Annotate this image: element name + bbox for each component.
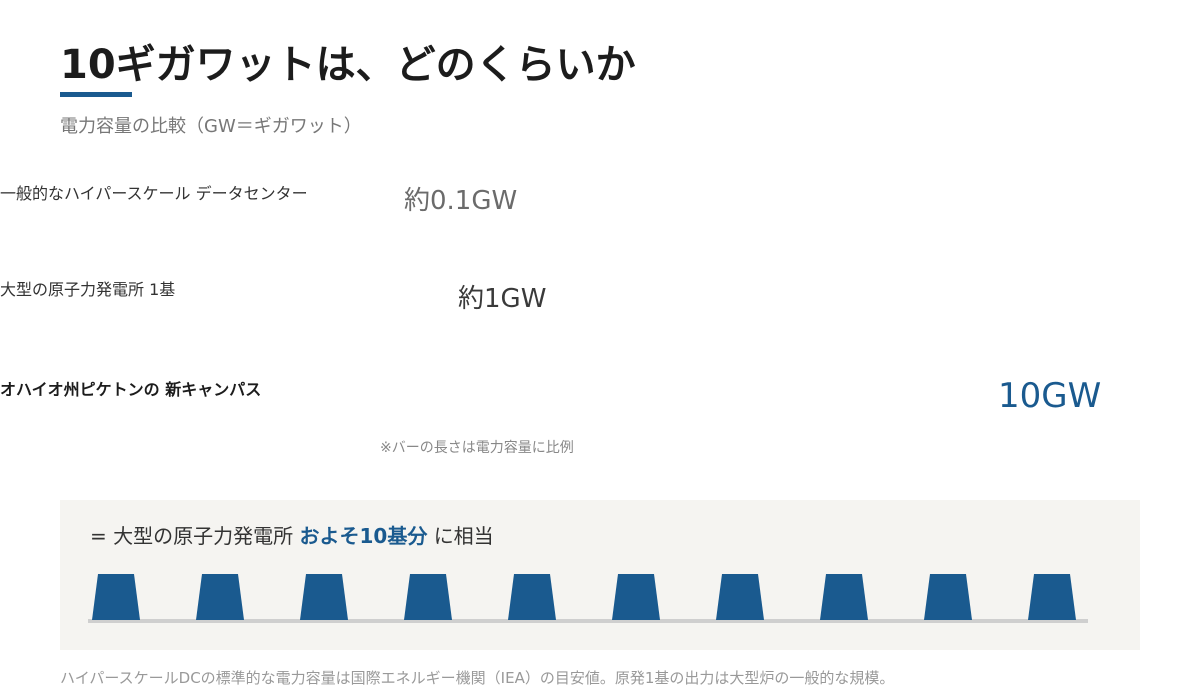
plant-icon <box>404 574 452 620</box>
subtitle: 電力容量の比較（GW＝ギガワット） <box>60 116 362 137</box>
eq-suffix: に相当 <box>433 524 494 548</box>
plant-icon <box>196 574 244 620</box>
plant-icon <box>508 574 556 620</box>
plant-icon <box>1028 574 1076 620</box>
plant-icon <box>300 574 348 620</box>
value-label: 10GW <box>998 376 1102 416</box>
note: ※バーの長さは電力容量に比例 <box>380 440 574 456</box>
plant-icon <box>924 574 972 620</box>
footer: ハイパースケールDCの標準的な電力容量は国際エネルギー機関（IEA）の目安値。原… <box>60 669 895 687</box>
value-label: 約1GW <box>458 284 547 314</box>
plant-icon <box>92 574 140 620</box>
equivalence-text: = 大型の原子力発電所 およそ10基分 に相当 <box>90 520 494 549</box>
eq-highlight: およそ10基分 <box>299 524 428 548</box>
title: 10ギガワットは、どのくらいか <box>60 42 636 88</box>
plant-icon <box>716 574 764 620</box>
category-label: 大型の原子力発電所 1基 <box>0 280 176 299</box>
category-label: 一般的なハイパースケール データセンター <box>0 184 308 203</box>
plant-icon <box>612 574 660 620</box>
plant-icon <box>820 574 868 620</box>
eq-prefix: = 大型の原子力発電所 <box>90 524 294 548</box>
value-label: 約0.1GW <box>404 186 518 216</box>
plant-icons <box>88 574 1088 623</box>
title-underline <box>60 92 132 97</box>
category-label: オハイオ州ピケトンの 新キャンパス <box>0 380 262 399</box>
